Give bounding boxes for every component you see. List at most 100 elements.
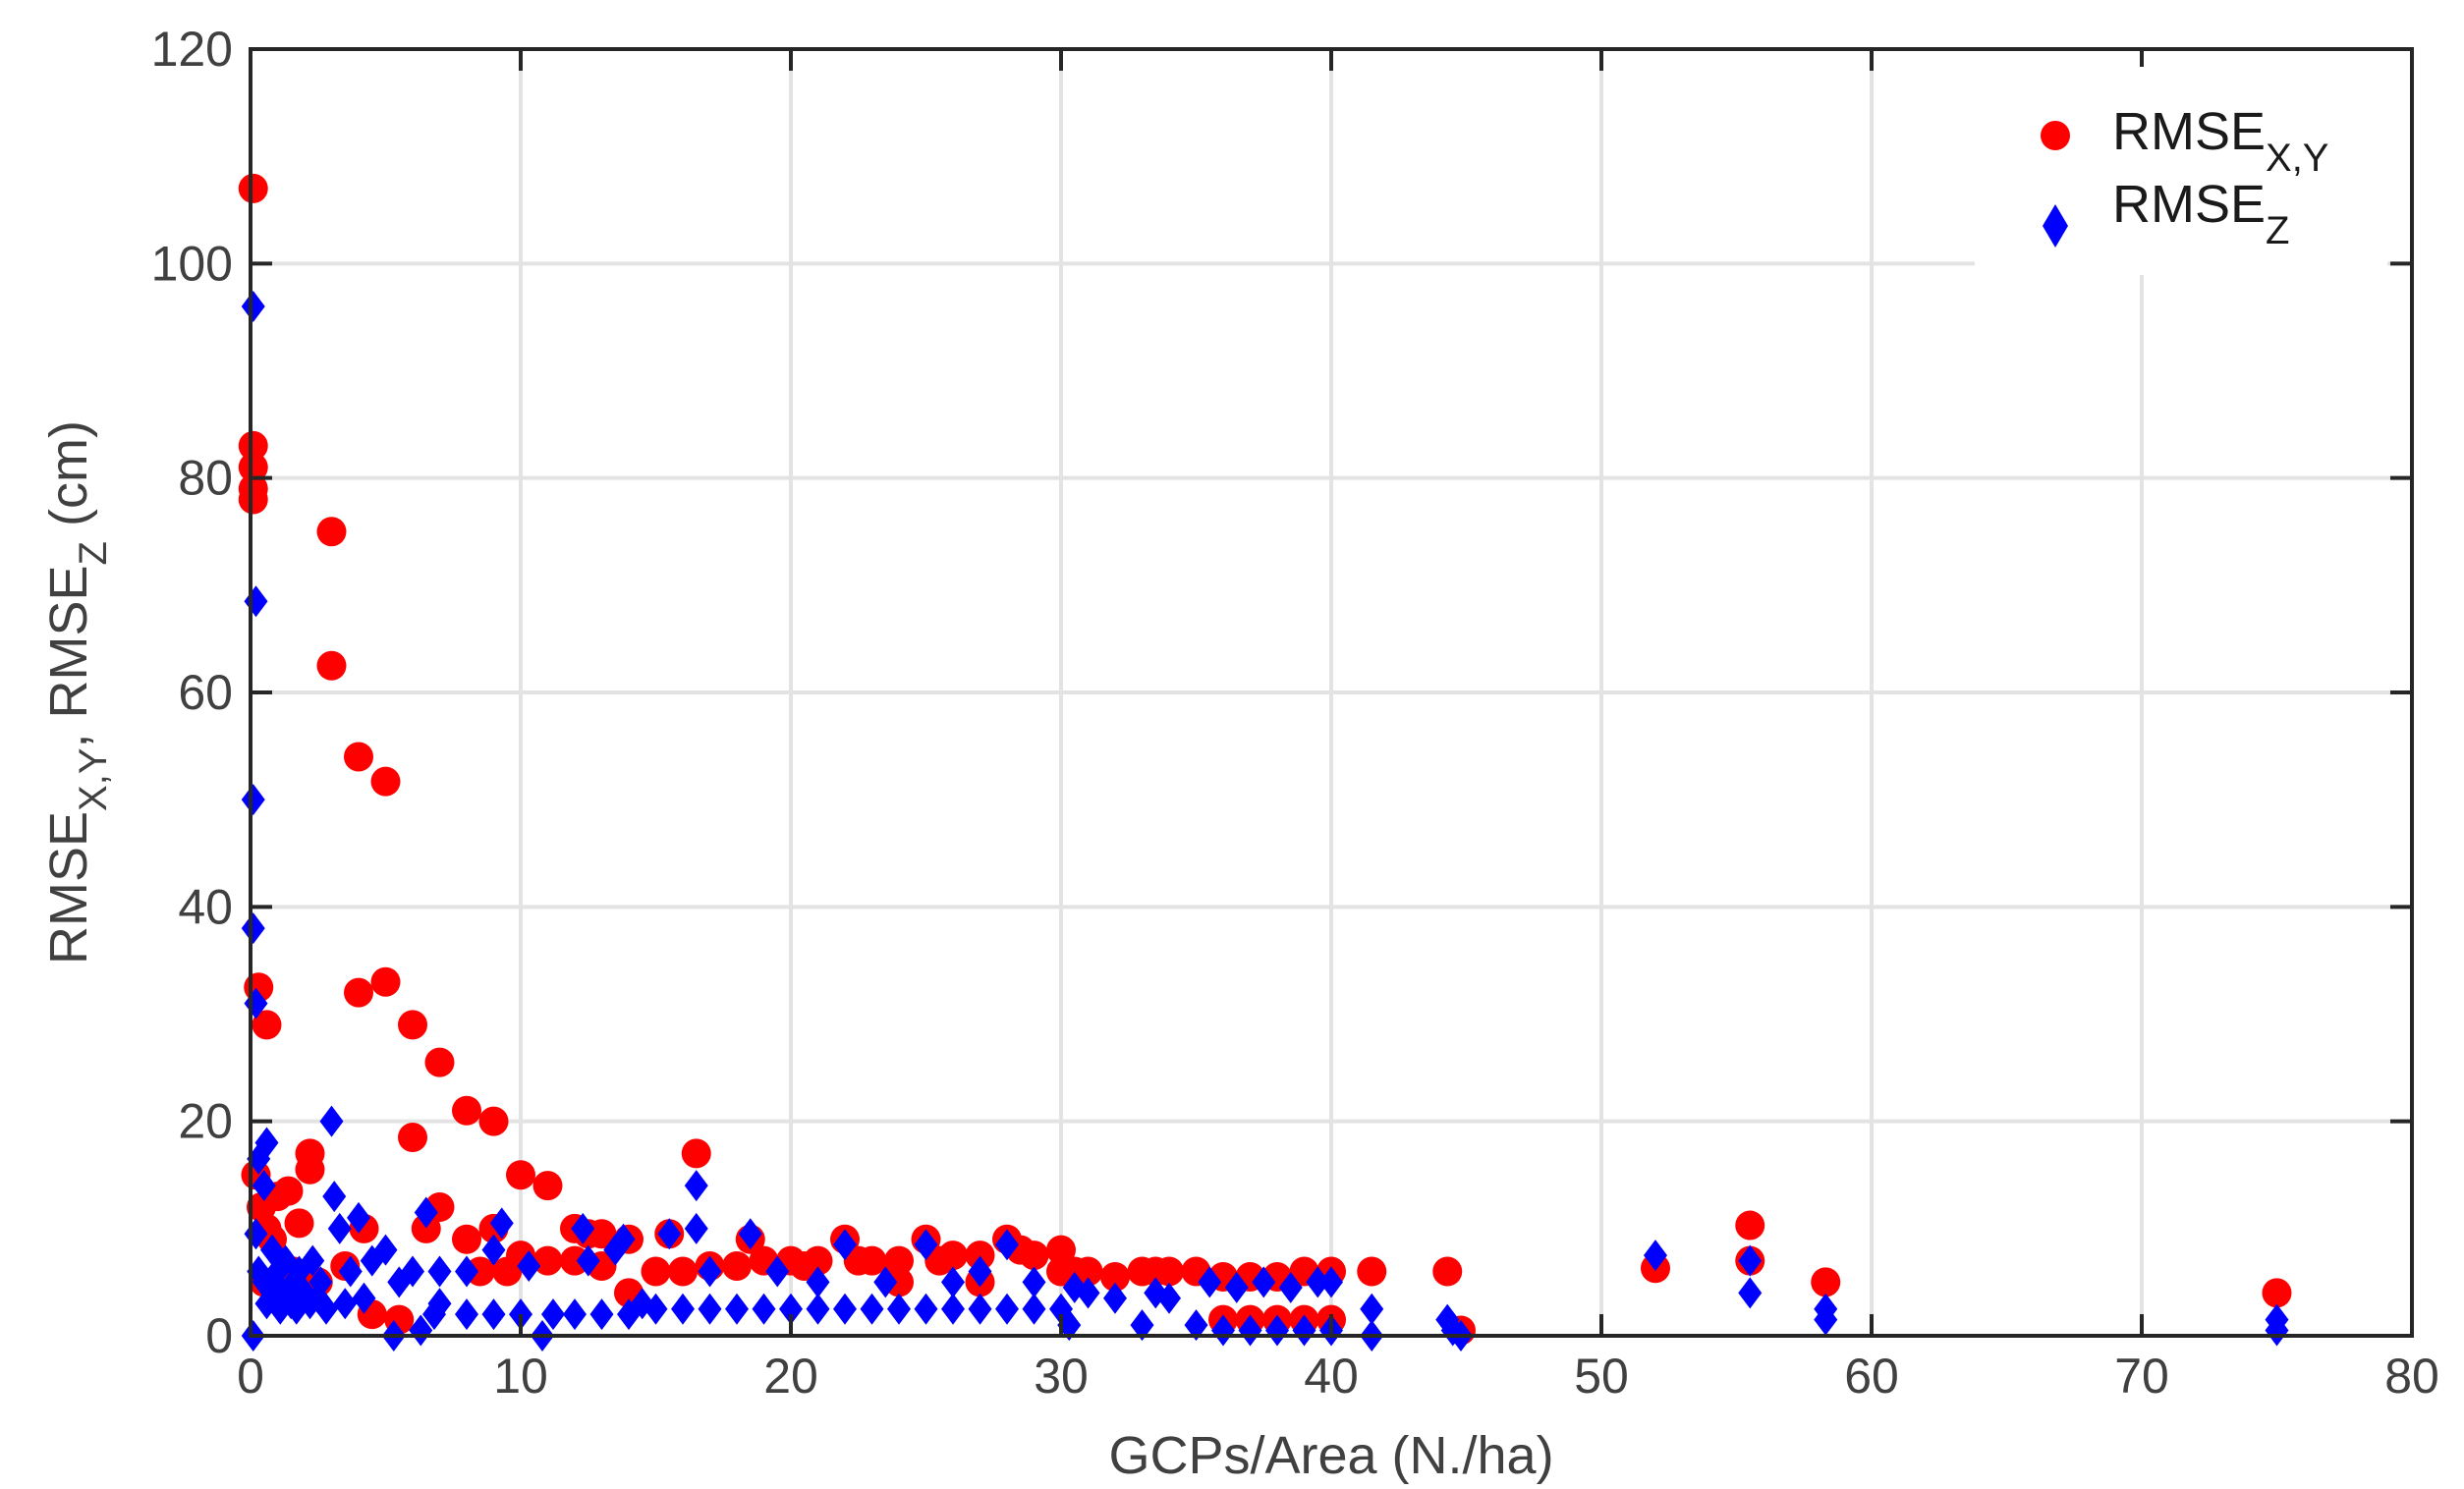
data-point-rmse-xy [857, 1245, 887, 1276]
data-points [238, 173, 2292, 1351]
data-point-rmse-xy [1100, 1261, 1130, 1292]
data-point-rmse-z [698, 1293, 722, 1325]
y-axis-label: RMSEX,Y, RMSEZ (cm) [39, 420, 115, 965]
data-point-rmse-z [401, 1255, 424, 1288]
data-point-rmse-xy [1432, 1256, 1463, 1287]
data-point-rmse-xy [411, 1213, 441, 1243]
x-tick-label: 30 [1034, 1349, 1089, 1404]
x-tick-label: 10 [493, 1349, 548, 1404]
data-point-rmse-z [409, 1314, 433, 1347]
data-point-rmse-xy [1811, 1267, 1841, 1297]
data-point-rmse-z [752, 1293, 776, 1325]
data-point-rmse-xy [2262, 1278, 2292, 1308]
data-point-rmse-z [1130, 1309, 1154, 1342]
data-point-rmse-xy [344, 977, 373, 1008]
legend-marker-rmse-z [2043, 204, 2068, 248]
data-point-rmse-z [481, 1298, 506, 1331]
data-point-rmse-xy [681, 1138, 711, 1169]
x-tick-label: 0 [237, 1349, 264, 1404]
data-point-rmse-xy [452, 1224, 481, 1254]
data-point-rmse-z [241, 912, 265, 945]
x-tick-label: 70 [2114, 1349, 2169, 1404]
data-point-rmse-z [541, 1298, 565, 1331]
y-tick-label: 100 [151, 236, 233, 291]
y-tick-label: 20 [178, 1094, 233, 1149]
data-point-rmse-xy [1019, 1241, 1049, 1271]
data-point-rmse-xy [532, 1171, 563, 1201]
x-tick-label: 50 [1574, 1349, 1629, 1404]
data-point-rmse-z [1076, 1277, 1100, 1309]
data-point-rmse-z [427, 1288, 452, 1320]
data-point-rmse-z [941, 1293, 965, 1325]
data-point-rmse-xy [238, 452, 268, 482]
data-point-rmse-xy [506, 1160, 535, 1190]
data-point-rmse-z [322, 1181, 347, 1213]
x-axis-label: GCPs/Area (N./ha) [1108, 1426, 1553, 1485]
data-point-rmse-z [1278, 1271, 1303, 1303]
x-tick-labels: 0 10 20 30 40 50 60 70 80 [237, 1349, 2439, 1404]
data-point-rmse-z [1198, 1266, 1222, 1298]
axis-ticks [249, 47, 2414, 1338]
data-point-rmse-xy [1073, 1256, 1103, 1287]
data-point-rmse-z [738, 1218, 762, 1250]
data-point-rmse-z [1265, 1314, 1289, 1347]
data-point-rmse-xy [370, 766, 401, 797]
data-point-rmse-z [684, 1212, 708, 1244]
data-point-rmse-xy [295, 1154, 325, 1185]
data-point-rmse-z [1319, 1266, 1343, 1298]
data-point-rmse-z [684, 1170, 708, 1202]
data-point-rmse-z [671, 1293, 695, 1325]
data-point-rmse-z [333, 1288, 358, 1320]
data-point-rmse-z [1184, 1309, 1208, 1342]
y-tick-label: 60 [178, 665, 233, 720]
data-point-rmse-xy [252, 1010, 282, 1040]
legend-label-rmse-xy: RMSEX,Y [2112, 102, 2329, 180]
data-point-rmse-z [1738, 1244, 1763, 1277]
data-point-rmse-z [1738, 1277, 1763, 1309]
data-point-rmse-xy [344, 742, 373, 772]
data-point-rmse-xy [398, 1010, 427, 1040]
data-point-rmse-z [241, 784, 265, 816]
data-point-rmse-z [455, 1255, 478, 1288]
data-point-rmse-xy [884, 1245, 914, 1276]
data-point-rmse-xy [722, 1251, 752, 1282]
data-point-rmse-z [779, 1293, 803, 1325]
data-point-rmse-z [833, 1293, 857, 1325]
data-point-rmse-xy [424, 1047, 455, 1077]
data-point-rmse-xy [1357, 1256, 1387, 1287]
data-point-rmse-z [873, 1266, 898, 1298]
data-point-rmse-z [252, 1170, 276, 1202]
data-point-rmse-z [914, 1293, 938, 1325]
data-point-rmse-xy [316, 517, 347, 547]
data-point-rmse-z [995, 1293, 1019, 1325]
data-point-rmse-xy [965, 1241, 995, 1271]
data-point-rmse-z [589, 1298, 614, 1331]
data-point-rmse-z [1157, 1282, 1181, 1314]
data-point-rmse-xy [492, 1256, 523, 1287]
data-point-rmse-xy [1046, 1235, 1076, 1265]
data-point-rmse-xy [452, 1095, 481, 1126]
data-point-rmse-z [1211, 1314, 1235, 1347]
data-point-rmse-xy [532, 1245, 563, 1276]
data-point-rmse-z [254, 1127, 279, 1159]
y-tick-label: 120 [151, 22, 233, 77]
data-point-rmse-xy [370, 966, 401, 997]
data-point-rmse-xy [284, 1208, 314, 1239]
data-point-rmse-z [308, 1266, 333, 1298]
data-point-rmse-z [1022, 1266, 1046, 1298]
data-point-rmse-z [563, 1298, 587, 1331]
y-tick-label: 80 [178, 451, 233, 506]
data-point-rmse-z [698, 1255, 722, 1288]
data-point-rmse-xy [1154, 1256, 1184, 1287]
data-point-rmse-z [314, 1293, 338, 1325]
y-tick-label: 0 [205, 1308, 233, 1363]
data-point-rmse-z [914, 1229, 938, 1261]
legend-label-rmse-z: RMSEZ [2112, 175, 2289, 252]
data-point-rmse-xy [587, 1219, 617, 1249]
data-point-rmse-z [968, 1255, 992, 1288]
data-point-rmse-z [833, 1229, 857, 1261]
data-point-rmse-z [1022, 1293, 1046, 1325]
data-point-rmse-z [968, 1293, 992, 1325]
data-point-rmse-z [1238, 1314, 1262, 1347]
data-point-rmse-z [414, 1196, 438, 1229]
